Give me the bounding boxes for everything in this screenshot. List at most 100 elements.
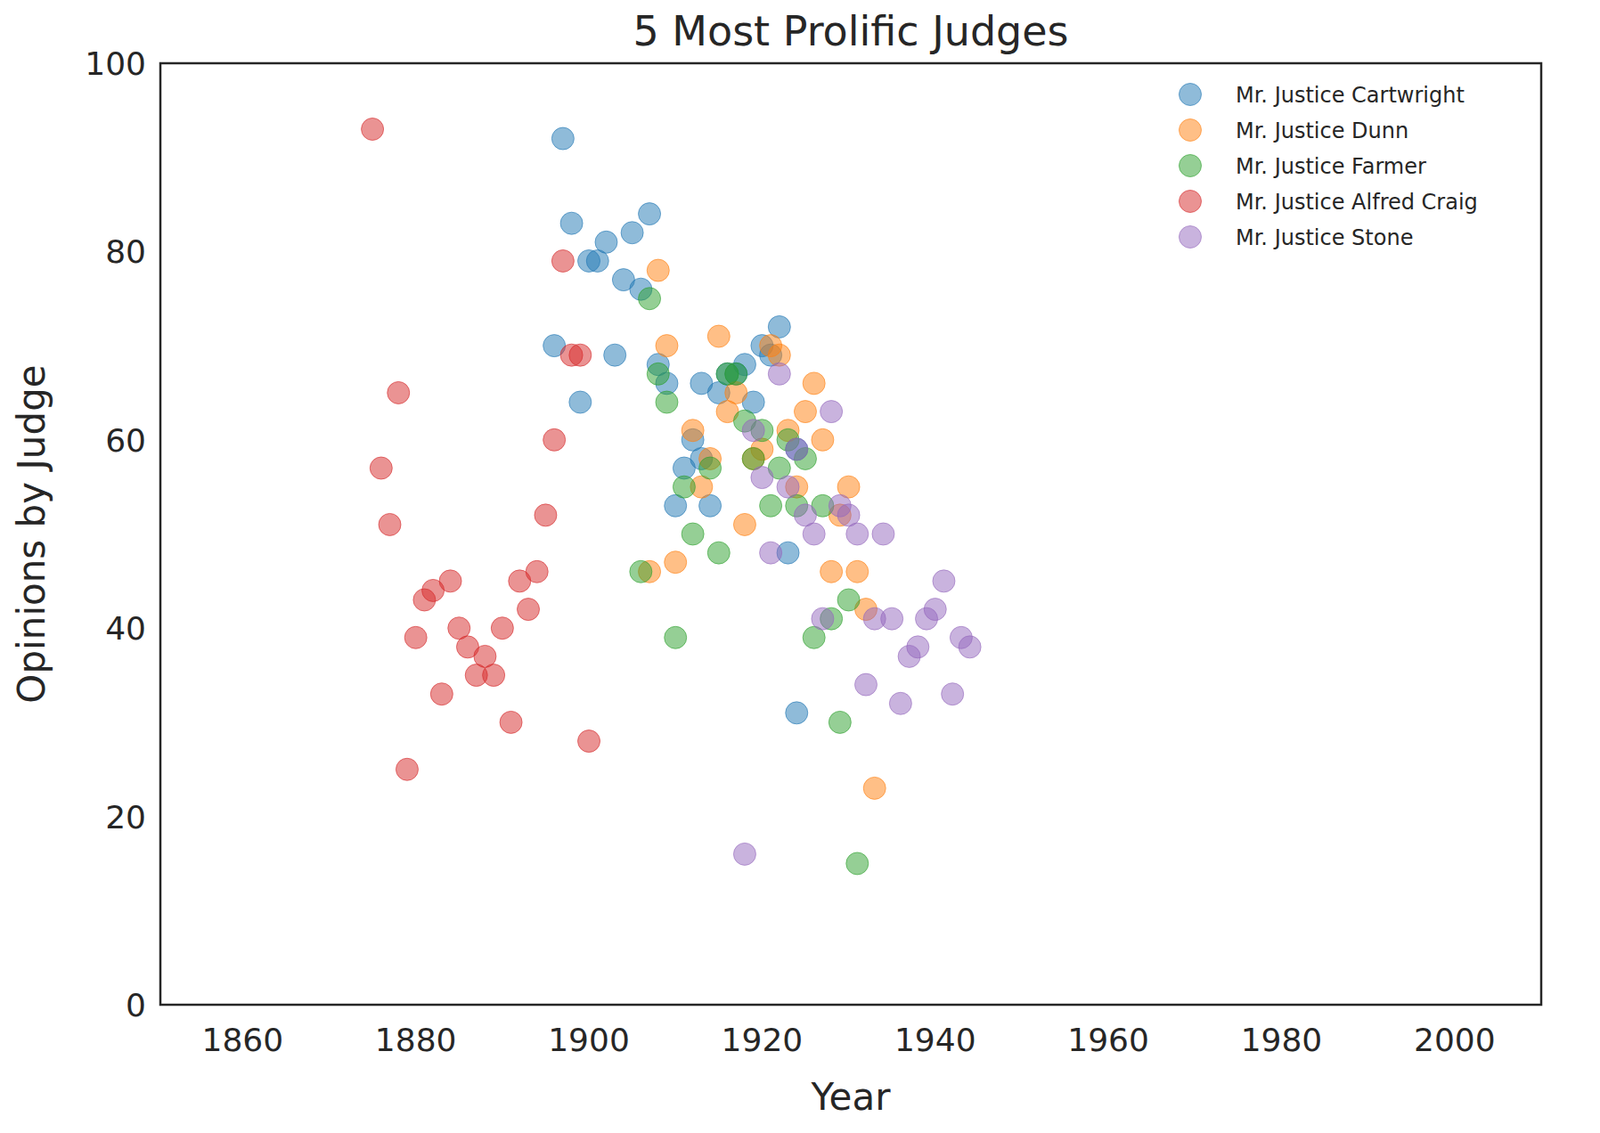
point	[646, 362, 670, 385]
point	[378, 513, 401, 536]
point	[395, 758, 418, 781]
point	[811, 428, 834, 451]
point	[543, 428, 566, 451]
point	[846, 852, 869, 875]
point	[785, 702, 809, 725]
legend-label: Mr. Justice Farmer	[1235, 154, 1427, 180]
x-tick-label: 1940	[894, 1021, 977, 1059]
point	[525, 560, 548, 583]
point	[767, 362, 791, 385]
point	[889, 692, 912, 715]
point	[846, 560, 869, 583]
point	[699, 457, 722, 480]
point	[655, 391, 678, 414]
legend-marker	[1179, 155, 1202, 178]
point	[906, 636, 930, 659]
point	[655, 334, 678, 358]
point	[828, 710, 851, 734]
legend-label: Mr. Justice Dunn	[1235, 118, 1409, 144]
point	[629, 560, 653, 583]
plot-frame	[160, 63, 1542, 1005]
title: 5 Most Prolific Judges	[632, 7, 1069, 56]
point	[569, 391, 592, 414]
x-tick-label: 1980	[1240, 1021, 1323, 1059]
point	[681, 522, 704, 546]
point	[881, 607, 904, 630]
point	[872, 522, 895, 546]
points	[361, 117, 982, 874]
point	[499, 710, 523, 734]
y-axis-label: Opinions by Judge	[9, 364, 54, 703]
point	[560, 212, 583, 235]
point	[361, 117, 384, 140]
point	[369, 457, 392, 480]
legend-label: Mr. Justice Alfred Craig	[1235, 189, 1478, 215]
x-tick-label: 1900	[547, 1021, 630, 1059]
point	[725, 362, 748, 385]
point	[638, 287, 662, 311]
legend-marker	[1179, 190, 1202, 213]
point	[681, 419, 704, 442]
point	[672, 475, 695, 498]
point	[664, 626, 687, 649]
point	[958, 636, 981, 659]
point	[802, 372, 825, 395]
y-tick-label: 80	[105, 233, 147, 270]
point	[482, 664, 506, 687]
point	[646, 259, 670, 282]
point	[923, 598, 947, 621]
x-tick-label: 1880	[375, 1021, 458, 1059]
point	[578, 730, 601, 753]
point	[517, 598, 540, 621]
point	[820, 560, 843, 583]
point	[707, 325, 730, 348]
point	[820, 400, 843, 424]
point	[932, 570, 956, 593]
point	[751, 466, 774, 490]
point	[846, 522, 869, 546]
point	[551, 249, 574, 272]
y-tick-label: 20	[105, 799, 147, 836]
y-tick-label: 60	[105, 422, 147, 459]
y-tick-label: 0	[125, 987, 147, 1024]
x-tick-label: 1860	[202, 1021, 285, 1059]
chart: 1860188019001920194019601980200002040608…	[0, 0, 1600, 1133]
point	[785, 438, 809, 461]
point	[664, 551, 687, 574]
point	[802, 522, 825, 546]
point	[811, 607, 834, 630]
legend-label: Mr. Justice Stone	[1235, 225, 1413, 251]
x-tick-label: 1920	[721, 1021, 804, 1059]
legend-marker	[1179, 226, 1202, 249]
point	[785, 438, 809, 461]
point	[534, 504, 557, 527]
legend-marker	[1179, 83, 1202, 107]
y-tick-label: 100	[84, 45, 147, 82]
point	[941, 683, 964, 706]
point	[793, 400, 817, 424]
point	[404, 626, 427, 649]
point	[620, 221, 644, 245]
point	[707, 541, 730, 564]
point	[569, 343, 592, 367]
point	[387, 381, 410, 404]
y-tick-label: 40	[105, 610, 147, 647]
point	[742, 419, 765, 442]
point	[837, 588, 860, 612]
point	[725, 362, 748, 385]
point	[733, 842, 756, 866]
point	[551, 127, 574, 150]
x-tick-label: 2000	[1413, 1021, 1496, 1059]
point	[759, 541, 783, 564]
point	[638, 203, 662, 226]
legend: Mr. Justice CartwrightMr. Justice DunnMr…	[1179, 82, 1478, 251]
point	[776, 475, 800, 498]
x-axis-label: Year	[810, 1075, 892, 1119]
point	[733, 513, 756, 536]
point	[430, 683, 453, 706]
point	[604, 343, 627, 367]
point	[855, 673, 878, 696]
point	[759, 494, 783, 517]
point	[595, 230, 618, 254]
point	[439, 570, 462, 593]
